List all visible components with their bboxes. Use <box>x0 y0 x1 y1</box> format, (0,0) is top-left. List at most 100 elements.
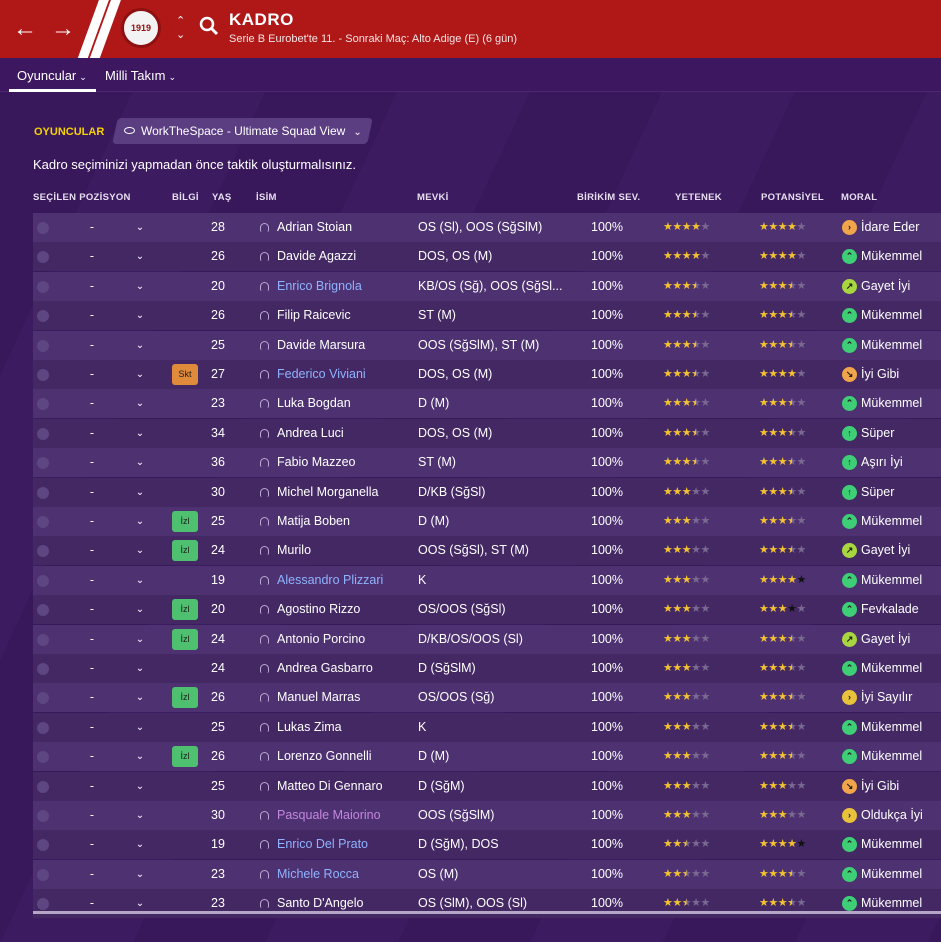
table-row[interactable]: - ⌄ 23 Luka Bogdan D (M) 100% ★★★★★ ★★★★★ ⌃ Mükem… <box>33 389 941 419</box>
player-name[interactable]: Luka Bogdan <box>277 396 351 411</box>
chevron-down-icon[interactable]: ⌄ <box>135 751 145 763</box>
player-name[interactable]: Enrico Brignola <box>277 278 362 293</box>
select-checkbox[interactable] <box>37 868 49 881</box>
player-name[interactable]: Andrea Luci <box>277 425 344 440</box>
table-row[interactable]: - ⌄ İzl 24 Antonio Porcino D/KB/OS/OOS (Sl) 10… <box>33 624 941 654</box>
select-checkbox[interactable] <box>37 810 49 822</box>
select-checkbox[interactable] <box>37 516 49 528</box>
player-name[interactable]: Pasquale Maiorino <box>277 808 381 822</box>
chevron-down-icon[interactable]: ⌄ <box>135 369 145 380</box>
player-name[interactable]: Davide Agazzi <box>277 249 357 264</box>
table-row[interactable]: - ⌄ İzl 20 Agostino Rizzo OS/OOS (SğSl) 100% ★★… <box>33 595 941 625</box>
chevron-down-icon[interactable]: ⌄ <box>135 692 145 704</box>
chevron-down-icon[interactable]: ⌄ <box>135 574 145 586</box>
player-name[interactable]: Fabio Mazzeo <box>277 455 356 470</box>
info-badge[interactable]: Skt <box>172 364 198 385</box>
arrow-right-icon[interactable]: → <box>51 15 75 42</box>
table-row[interactable]: - ⌄ 36 Fabio Mazzeo ST (M) 100% ★★★★★ ★★★★★ ↑ Aşı… <box>33 448 941 478</box>
chevron-down-icon[interactable]: ⌄ <box>135 898 145 910</box>
select-checkbox[interactable] <box>37 633 49 646</box>
chevron-down-icon[interactable]: ⌄ <box>135 310 145 322</box>
chevron-down-icon[interactable]: ⌄ <box>135 516 145 527</box>
info-badge[interactable]: İzl <box>172 511 198 532</box>
select-checkbox[interactable] <box>37 251 49 264</box>
player-name[interactable]: Agostino Rizzo <box>277 602 361 617</box>
table-row[interactable]: - ⌄ İzl 26 Lorenzo Gonnelli D (M) 100% ★★★★★ ★★★… <box>33 742 941 772</box>
table-row[interactable]: - ⌄ İzl 25 Matija Boben D (M) 100% ★★★★★ ★★★★★ ⌃ M… <box>33 507 941 536</box>
player-name[interactable]: Filip Raicevic <box>277 308 351 323</box>
select-checkbox[interactable] <box>37 222 49 234</box>
player-name[interactable]: Manuel Marras <box>277 690 361 705</box>
select-checkbox[interactable] <box>37 780 49 793</box>
info-badge[interactable]: İzl <box>172 628 198 650</box>
chevron-down-icon[interactable]: ⌄ <box>135 280 145 292</box>
chevron-down-icon[interactable]: ⌄ <box>135 339 145 351</box>
table-row[interactable]: - ⌄ 30 Pasquale Maiorino OOS (SğSlM) 100% ★★★★… <box>33 801 941 830</box>
player-name[interactable]: Antonio Porcino <box>277 631 366 646</box>
col-header-fitness[interactable]: BİRİKİM SEV. <box>577 192 641 203</box>
chevron-down-icon[interactable]: ⌄ <box>135 457 145 469</box>
player-name[interactable]: Adrian Stoian <box>277 220 353 234</box>
select-checkbox[interactable] <box>37 721 49 734</box>
search-icon[interactable] <box>198 15 220 37</box>
col-header-position[interactable]: MEVKİ <box>417 192 449 203</box>
chevron-down-icon[interactable]: ⌄ <box>135 251 145 263</box>
info-badge[interactable]: İzl <box>172 746 198 768</box>
chevron-down-icon[interactable]: ⌄ <box>135 222 145 233</box>
select-checkbox[interactable] <box>37 398 49 411</box>
select-checkbox[interactable] <box>37 486 49 499</box>
player-name[interactable]: Enrico Del Prato <box>277 837 369 852</box>
player-name[interactable]: Alessandro Plizzari <box>277 572 384 587</box>
chevron-down-icon[interactable]: ⌄ <box>135 810 145 821</box>
club-badge[interactable]: 1919 <box>121 8 161 48</box>
table-row[interactable]: - ⌄ 28 Adrian Stoian OS (Sl), OOS (SğSlM) 100… <box>33 213 941 242</box>
horizontal-scrollbar[interactable] <box>33 911 941 914</box>
col-header-age[interactable]: YAŞ <box>212 192 232 203</box>
select-checkbox[interactable] <box>37 692 49 705</box>
chevron-down-icon[interactable]: ⌄ <box>135 633 145 645</box>
player-name[interactable]: Lorenzo Gonnelli <box>277 749 372 764</box>
player-name[interactable]: Lukas Zima <box>277 719 342 734</box>
select-checkbox[interactable] <box>37 545 49 558</box>
table-row[interactable]: - ⌄ Skt 27 Federico Viviani DOS, OS (M) 100% ★★… <box>33 360 941 389</box>
col-header-info[interactable]: BİLGİ <box>172 192 199 203</box>
chevron-up-icon[interactable]: ⌃ <box>176 15 186 27</box>
chevron-down-icon[interactable]: ⌄ <box>135 398 145 410</box>
chevron-down-icon[interactable]: ⌄ <box>135 721 145 733</box>
chevron-down-icon[interactable]: ⌄ <box>135 839 145 851</box>
table-row[interactable]: - ⌄ 25 Matteo Di Gennaro D (SğM) 100% ★★★★★ ★★★… <box>33 771 941 801</box>
info-badge[interactable]: İzl <box>172 540 198 562</box>
player-name[interactable]: Matteo Di Gennaro <box>277 778 383 793</box>
player-name[interactable]: Matija Boben <box>277 514 350 528</box>
table-row[interactable]: - ⌄ 19 Alessandro Plizzari K 100% ★★★★★ ★★★★★ ⌃ M… <box>33 565 941 595</box>
col-header-name[interactable]: İSİM <box>256 192 277 203</box>
player-name[interactable]: Andrea Gasbarro <box>277 661 373 675</box>
chevron-down-icon[interactable]: ⌄ <box>135 427 145 439</box>
col-header-potential[interactable]: POTANSİYEL <box>761 192 824 203</box>
select-checkbox[interactable] <box>37 898 49 911</box>
table-row[interactable]: - ⌄ 23 Michele Rocca OS (M) 100% ★★★★★ ★★★★★ ⌃ Mü… <box>33 859 941 889</box>
select-checkbox[interactable] <box>37 369 49 381</box>
player-name[interactable]: Federico Viviani <box>277 367 366 381</box>
select-checkbox[interactable] <box>37 280 49 293</box>
table-row[interactable]: - ⌄ İzl 26 Manuel Marras OS/OOS (Sğ) 100% ★★★★★… <box>33 683 941 713</box>
table-row[interactable]: - ⌄ 19 Enrico Del Prato D (SğM), DOS 100% ★★★★… <box>33 830 941 860</box>
table-row[interactable]: - ⌄ 24 Andrea Gasbarro D (SğSlM) 100% ★★★★★ ★★★… <box>33 654 941 683</box>
player-name[interactable]: Michele Rocca <box>277 866 359 881</box>
select-checkbox[interactable] <box>37 427 49 440</box>
select-checkbox[interactable] <box>37 457 49 470</box>
chevron-down-icon[interactable]: ⌄ <box>135 868 145 880</box>
player-name[interactable]: Davide Marsura <box>277 337 366 352</box>
player-name[interactable]: Michel Morganella <box>277 484 379 499</box>
col-header-selected-position[interactable]: SEÇİLEN POZİSYON <box>33 192 131 203</box>
col-header-ability[interactable]: YETENEK <box>675 192 722 203</box>
select-checkbox[interactable] <box>37 310 49 323</box>
arrow-left-icon[interactable]: ← <box>13 15 37 42</box>
player-name[interactable]: Murilo <box>277 543 312 558</box>
select-checkbox[interactable] <box>37 751 49 764</box>
chevron-down-icon[interactable]: ⌄ <box>135 663 145 674</box>
table-row[interactable]: - ⌄ 30 Michel Morganella D/KB (SğSl) 100% ★★★★… <box>33 477 941 507</box>
table-row[interactable]: - ⌄ 26 Davide Agazzi DOS, OS (M) 100% ★★★★★ ★★★… <box>33 242 941 272</box>
chevron-down-icon[interactable]: ⌄ <box>135 545 145 557</box>
table-row[interactable]: - ⌄ 34 Andrea Luci DOS, OS (M) 100% ★★★★★ ★★★★★… <box>33 418 941 448</box>
